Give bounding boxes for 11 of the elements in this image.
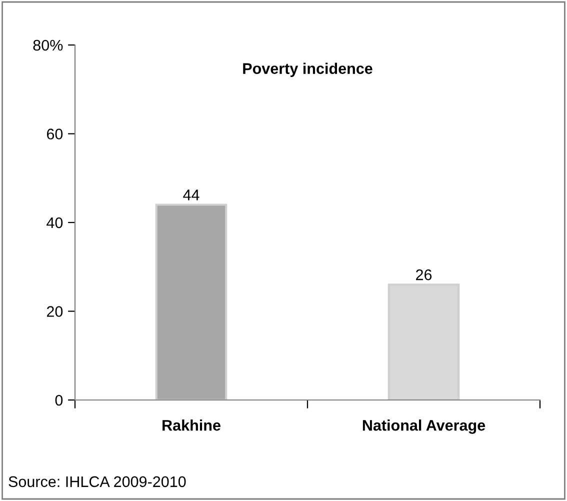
y-tick-label: 20 <box>46 306 63 317</box>
y-tick-label: 0 <box>55 394 63 406</box>
x-tick-label: National Average <box>362 420 486 434</box>
y-tick-label: 40 <box>46 217 63 228</box>
data-label: 26 <box>416 269 432 280</box>
text: Poverty incidence <box>243 62 372 77</box>
y-tick-label: 60 <box>46 128 63 140</box>
data-label: 44 <box>183 190 200 200</box>
y-tick-label: 80% <box>33 40 63 51</box>
x-tick-label: Rakhine <box>162 420 220 431</box>
source-note: Source: IHLCA 2009-2010 <box>8 476 186 488</box>
